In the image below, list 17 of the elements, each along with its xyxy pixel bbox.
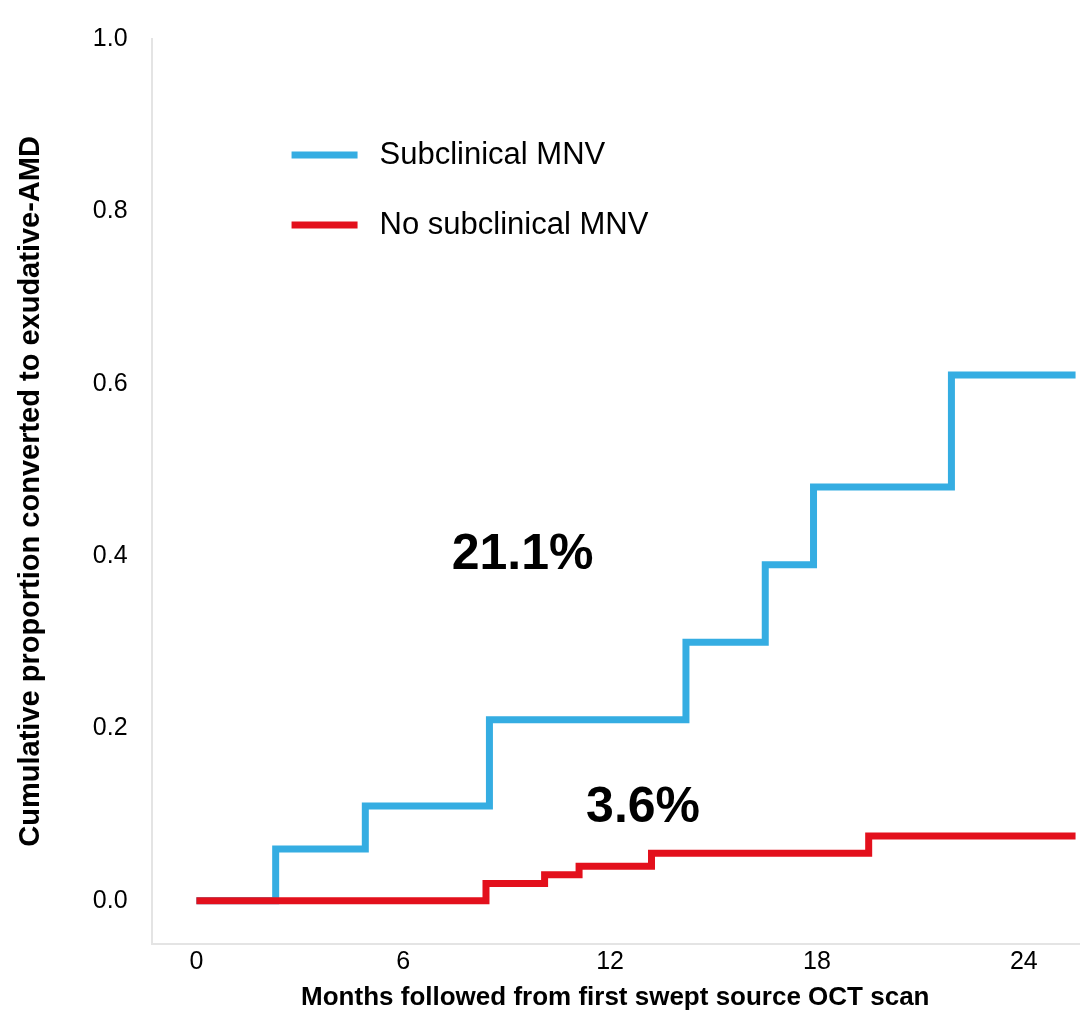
x-tick-label: 12 (596, 945, 625, 974)
annotation: 3.6% (586, 776, 701, 833)
y-tick-label: 0.0 (92, 884, 128, 913)
y-tick-label: 0.8 (92, 195, 128, 224)
y-tick-label: 0.6 (92, 367, 128, 396)
x-tick-label: 24 (1009, 945, 1038, 974)
legend-label: No subclinical MNV (379, 205, 649, 241)
y-tick-label: 1.0 (92, 22, 128, 51)
x-tick-label: 6 (396, 945, 411, 974)
x-tick-label: 18 (803, 945, 831, 974)
annotation: 21.1% (451, 523, 594, 580)
legend-label: Subclinical MNV (379, 135, 606, 171)
y-tick-label: 0.2 (92, 712, 128, 741)
x-tick-label: 0 (189, 945, 204, 974)
y-axis-title: Cumulative proportion converted to exudative-AMD (13, 136, 46, 847)
x-axis-title: Months followed from first swept source OCT scan (301, 980, 930, 1011)
y-tick-label: 0.4 (92, 539, 128, 568)
